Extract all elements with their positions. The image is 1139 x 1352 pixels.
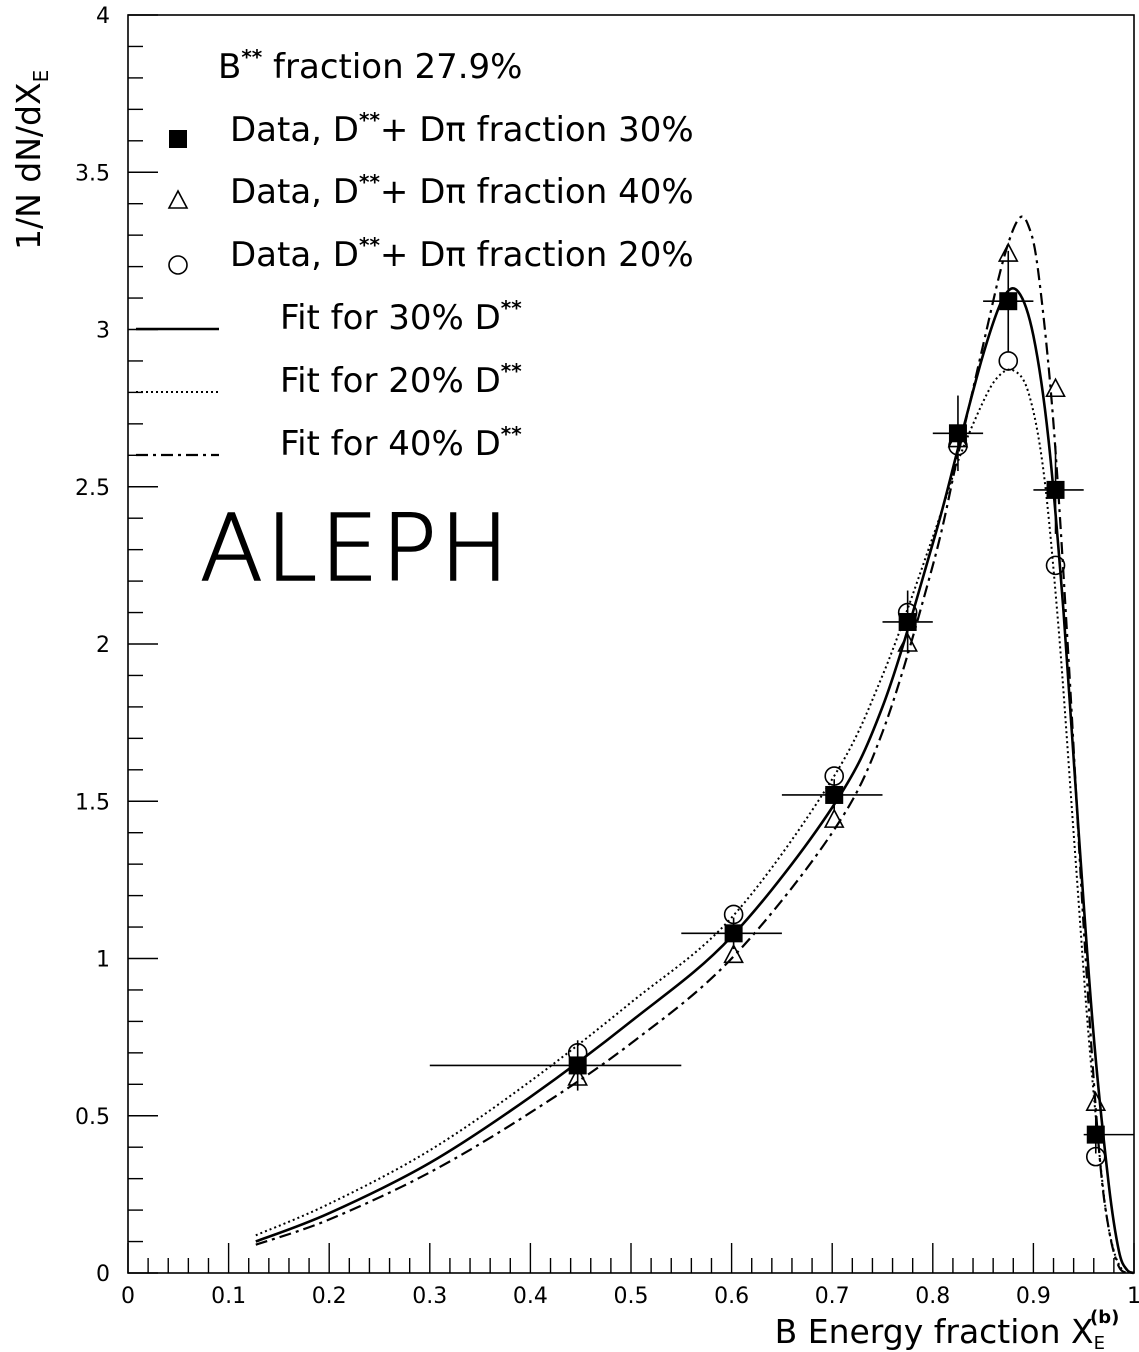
x-tick-label: 0.7 <box>815 1284 850 1309</box>
legend-marker-circle <box>168 255 188 275</box>
legend-header: B** fraction 27.9% <box>218 45 522 87</box>
tick-labels: 0 0.1 0.2 0.3 0.4 0.5 0.6 0.7 0.8 0.9 1 0 0.5 1 1.5 2 2.… <box>75 4 1139 1309</box>
legend-entry-data-40: Data, D**+ Dπ fraction 40% <box>230 170 694 212</box>
y-axis-title: 1/N dN/dXE <box>9 70 53 250</box>
y-tick-label: 1 <box>96 948 110 973</box>
y-tick-label: 3.5 <box>75 161 110 186</box>
legend-entry-data-20: Data, D**+ Dπ fraction 20% <box>230 233 694 275</box>
marker-triangle <box>897 632 918 652</box>
legend-entry-fit-30: Fit for 30% D** <box>280 296 522 338</box>
x-axis-title-sup: (b) <box>1090 1307 1119 1328</box>
x-tick-label: 1 <box>1127 1284 1139 1309</box>
x-tick-label: 0 <box>121 1284 135 1309</box>
fit-curve-dotted <box>255 368 1125 1274</box>
x-tick-label: 0.6 <box>714 1284 749 1309</box>
legend-entry-data-30: Data, D**+ Dπ fraction 30% <box>230 108 694 150</box>
fit-curve-solid <box>255 286 1135 1275</box>
marker-triangle <box>1085 1091 1107 1111</box>
y-tick-label: 2.5 <box>75 476 110 501</box>
y-axis-title-main: 1/N dN/dX <box>9 82 48 250</box>
legend-marker-triangle <box>167 189 189 209</box>
y-tick-label: 0 <box>96 1262 110 1287</box>
marker-triangle <box>823 808 845 828</box>
marker-square <box>999 292 1018 311</box>
marker-triangle <box>567 1066 589 1086</box>
marker-square <box>1046 480 1065 499</box>
marker-circle <box>824 766 845 786</box>
y-tick-label: 4 <box>96 4 110 29</box>
fit-curves <box>255 215 1135 1275</box>
x-tick-label: 0.9 <box>1016 1284 1051 1309</box>
x-tick-label: 0.5 <box>614 1284 649 1309</box>
marker-square <box>825 785 844 804</box>
legend: B** fraction 27.9% Data, D**+ Dπ fractio… <box>136 45 694 464</box>
x-tick-label: 0.3 <box>412 1284 447 1309</box>
marker-triangle <box>997 242 1019 262</box>
x-tick-label: 0.2 <box>312 1284 347 1309</box>
axis-ticks <box>127 14 1135 1274</box>
legend-header-sup: ** <box>241 45 262 69</box>
data-markers <box>567 242 1107 1167</box>
marker-square <box>568 1056 587 1075</box>
legend-marker-square <box>169 130 187 148</box>
y-tick-label: 1.5 <box>75 790 110 815</box>
x-axis-title-main: B Energy fraction X <box>775 1312 1094 1351</box>
x-axis-title-sub: E <box>1094 1333 1105 1352</box>
x-tick-label: 0.4 <box>513 1284 548 1309</box>
marker-square <box>898 612 917 631</box>
legend-header-suffix: fraction 27.9% <box>262 47 522 87</box>
marker-square <box>948 424 967 443</box>
y-tick-label: 3 <box>96 319 110 344</box>
marker-circle <box>723 904 744 925</box>
marker-circle <box>1085 1146 1106 1167</box>
y-tick-label: 0.5 <box>75 1105 110 1130</box>
aleph-annotation: ALEPH <box>200 495 512 602</box>
marker-circle <box>998 351 1019 371</box>
marker-circle <box>1045 555 1066 576</box>
error-bars <box>429 250 1134 1154</box>
marker-square <box>1086 1125 1105 1144</box>
marker-triangle <box>723 943 744 964</box>
legend-header-prefix: B <box>218 47 241 87</box>
legend-entry-fit-20: Fit for 20% D** <box>280 359 522 401</box>
x-tick-label: 0.1 <box>211 1284 246 1309</box>
y-axis-title-sub: E <box>29 70 53 83</box>
marker-triangle <box>1045 377 1066 398</box>
x-axis-title: B Energy fraction XE <box>775 1312 1105 1352</box>
y-tick-label: 2 <box>96 633 110 658</box>
legend-entry-fit-40: Fit for 40% D** <box>280 422 522 464</box>
x-tick-label: 0.8 <box>915 1284 950 1309</box>
marker-square <box>724 924 743 943</box>
